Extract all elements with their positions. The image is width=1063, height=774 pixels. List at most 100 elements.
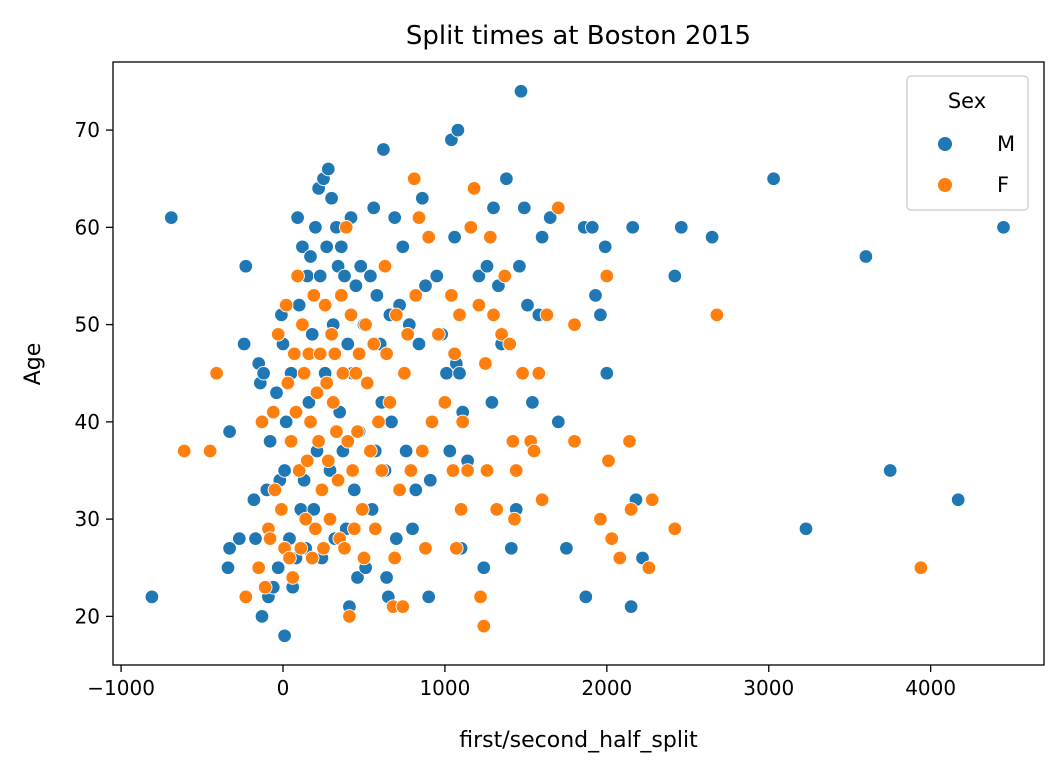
chart-title: Split times at Boston 2015 — [406, 21, 751, 51]
point-f-78 — [400, 327, 415, 342]
point-f-125 — [604, 531, 619, 546]
point-m-115 — [479, 258, 495, 274]
point-f-99 — [471, 297, 487, 313]
point-m-0 — [144, 589, 160, 605]
point-m-121 — [504, 541, 519, 556]
point-f-79 — [403, 463, 419, 478]
point-m-39 — [304, 327, 320, 342]
point-f-123 — [599, 268, 615, 284]
point-f-38 — [317, 297, 333, 313]
legend-marker-m — [937, 136, 953, 152]
point-f-76 — [395, 599, 411, 614]
point-f-80 — [406, 171, 422, 186]
point-f-88 — [437, 395, 453, 410]
point-m-31 — [291, 297, 307, 313]
point-f-30 — [304, 550, 320, 566]
point-m-108 — [452, 365, 467, 381]
point-f-8 — [262, 531, 278, 546]
point-m-113 — [471, 268, 487, 284]
point-f-56 — [347, 521, 362, 537]
point-f-118 — [539, 307, 555, 323]
point-m-129 — [534, 229, 550, 245]
point-f-133 — [913, 560, 929, 575]
point-f-108 — [497, 268, 513, 284]
point-f-18 — [285, 570, 300, 585]
point-f-12 — [274, 502, 289, 517]
point-f-132 — [709, 307, 725, 323]
point-f-97 — [463, 220, 479, 235]
point-f-2 — [209, 365, 224, 381]
point-m-130 — [542, 210, 558, 225]
point-f-69 — [377, 258, 393, 274]
point-f-115 — [526, 443, 542, 459]
point-m-86 — [387, 210, 402, 225]
point-m-65 — [347, 482, 362, 498]
point-f-65 — [366, 336, 381, 352]
point-f-90 — [445, 463, 461, 478]
point-m-3 — [236, 336, 252, 352]
point-f-6 — [257, 579, 273, 595]
legend-marker-f — [937, 177, 953, 193]
point-m-139 — [599, 365, 615, 381]
point-m-24 — [277, 628, 292, 644]
point-m-22 — [277, 463, 292, 478]
point-m-114 — [476, 560, 492, 575]
point-f-128 — [623, 502, 639, 517]
point-f-31 — [306, 288, 322, 303]
point-f-93 — [452, 307, 467, 323]
point-f-10 — [267, 482, 283, 498]
point-f-33 — [309, 385, 325, 400]
y-tick-label: 40 — [75, 410, 100, 434]
y-tick-label: 30 — [75, 507, 100, 531]
point-f-82 — [411, 210, 427, 225]
point-f-21 — [290, 268, 305, 284]
point-f-68 — [374, 463, 390, 478]
y-axis: 20 30 40 50 60 70 — [75, 118, 113, 628]
point-f-20 — [288, 404, 304, 420]
point-f-113 — [515, 365, 530, 381]
y-tick-label: 60 — [75, 215, 100, 239]
point-f-131 — [667, 521, 683, 537]
point-m-105 — [447, 229, 462, 245]
point-f-22 — [291, 463, 307, 478]
point-m-9 — [248, 531, 263, 546]
point-m-91 — [398, 443, 414, 459]
point-m-75 — [366, 200, 381, 216]
point-f-121 — [567, 434, 582, 449]
point-f-101 — [476, 618, 492, 634]
point-m-57 — [334, 239, 349, 255]
point-m-69 — [353, 258, 368, 274]
point-m-66 — [348, 278, 364, 293]
point-f-102 — [478, 356, 493, 371]
point-m-13 — [254, 609, 270, 624]
y-tick-label: 70 — [75, 118, 100, 142]
point-f-130 — [644, 492, 660, 507]
point-m-127 — [525, 395, 540, 410]
point-m-38 — [303, 249, 318, 264]
point-f-74 — [389, 307, 404, 323]
point-m-120 — [499, 171, 514, 186]
point-m-48 — [319, 239, 334, 255]
point-m-4 — [222, 424, 237, 439]
point-f-109 — [502, 336, 517, 352]
point-f-104 — [483, 229, 498, 245]
point-f-112 — [508, 463, 524, 478]
point-m-126 — [520, 297, 535, 313]
point-f-17 — [283, 434, 299, 449]
point-f-111 — [507, 511, 522, 527]
point-f-105 — [486, 307, 501, 323]
point-f-15 — [280, 375, 296, 391]
point-f-75 — [392, 482, 407, 498]
point-m-41 — [308, 220, 323, 235]
point-m-100 — [429, 268, 445, 284]
points-layer — [144, 83, 1011, 644]
point-m-103 — [442, 443, 458, 459]
point-f-29 — [303, 414, 318, 430]
point-f-35 — [312, 346, 328, 362]
point-m-85 — [384, 414, 399, 430]
point-f-124 — [601, 453, 616, 469]
point-m-148 — [798, 521, 814, 537]
x-tick-label: 0 — [277, 676, 290, 700]
point-f-42 — [324, 327, 339, 342]
x-axis-label: first/second_half_split — [459, 728, 698, 753]
